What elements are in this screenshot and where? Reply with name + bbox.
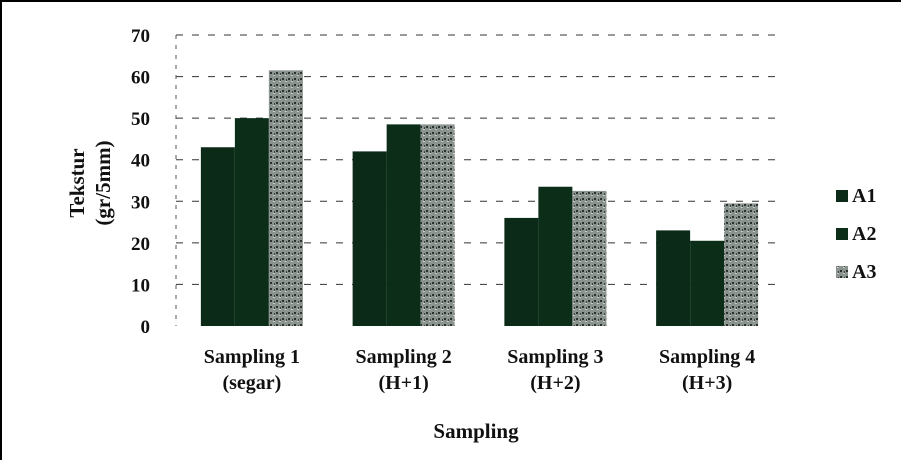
y-tick-label: 40 <box>131 151 150 172</box>
x-tick-label: Sampling 4 <box>659 346 755 368</box>
bar-a1-1 <box>200 147 235 326</box>
legend-label-a1: A1 <box>852 185 876 207</box>
y-tick-label: 50 <box>131 109 150 130</box>
legend-swatch-a1 <box>836 190 848 202</box>
y-tick-label: 10 <box>131 275 150 296</box>
bar-a3-3 <box>572 190 607 326</box>
y-tick-label: 30 <box>131 192 150 213</box>
legend-label-a2: A2 <box>852 223 876 245</box>
x-axis-title: Sampling <box>433 419 519 443</box>
legend: A1 A2 A3 <box>836 185 876 283</box>
y-axis-title-line: (gr/5mm) <box>91 140 115 225</box>
y-tick-label: 20 <box>131 234 150 255</box>
x-tick-label: (H+1) <box>378 372 428 394</box>
bar-a3-2 <box>420 124 455 326</box>
legend-swatch-a3 <box>836 266 848 278</box>
x-tick-label: Sampling 2 <box>356 346 452 368</box>
bar-a1-2 <box>352 151 387 326</box>
x-tick-labels: Sampling 1 (segar) Sampling 2 (H+1) Sampling… <box>204 346 755 394</box>
bar-a1-4 <box>656 230 691 326</box>
x-tick-label: Sampling 1 <box>204 346 300 368</box>
bar-a3-1 <box>268 70 303 326</box>
bar-a2-3 <box>538 186 573 326</box>
bar-a2-4 <box>690 240 725 326</box>
y-tick-labels: 0 10 20 30 40 50 60 70 <box>131 26 150 338</box>
bar-a2-1 <box>234 118 269 327</box>
x-tick-label: (H+2) <box>530 372 580 394</box>
x-tick-label: (segar) <box>222 372 281 394</box>
bar-a2-2 <box>386 124 421 326</box>
y-tick-label: 70 <box>131 26 150 47</box>
y-tick-label: 60 <box>131 68 150 89</box>
x-tick-label: Sampling 3 <box>507 346 603 368</box>
y-tick-label: 0 <box>141 317 151 338</box>
bar-a3-4 <box>724 203 759 326</box>
y-axis-title: Tekstur (gr/5mm) <box>65 140 115 225</box>
x-tick-label: (H+3) <box>682 372 732 394</box>
bars <box>200 70 759 327</box>
y-axis-title-line: Tekstur <box>65 148 89 217</box>
legend-label-a3: A3 <box>852 261 876 283</box>
legend-swatch-a2 <box>836 228 848 240</box>
bar-a1-3 <box>504 217 539 326</box>
